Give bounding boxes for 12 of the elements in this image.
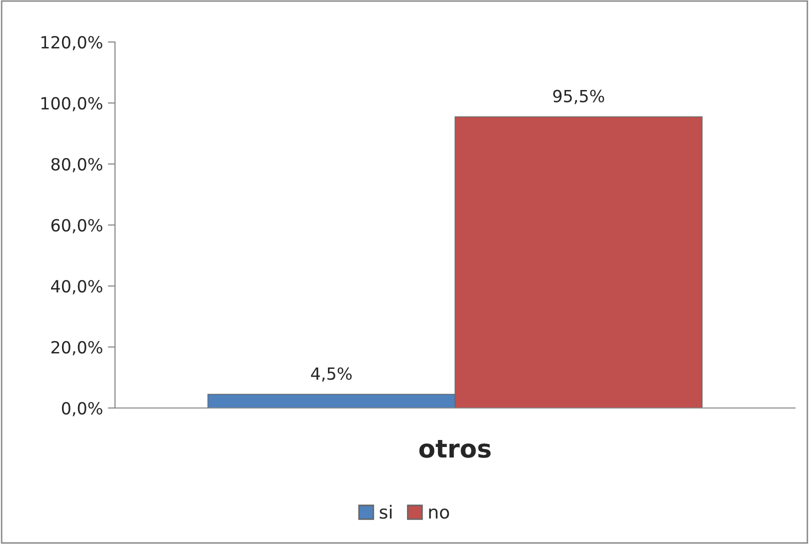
y-tick-label: 120,0% — [41, 36, 102, 50]
y-tick-label: 0,0% — [62, 402, 102, 416]
legend-label: si — [380, 504, 392, 519]
data-label: 4,5% — [311, 367, 352, 382]
x-tick-label: otros — [419, 440, 491, 458]
y-tick-label: 60,0% — [51, 218, 102, 234]
legend-label: no — [429, 508, 450, 519]
y-tick-label: 80,0% — [51, 158, 102, 172]
y-tick-label: 20,0% — [51, 340, 102, 356]
y-tick-label: 100,0% — [41, 96, 102, 112]
y-tick-label: 40,0% — [51, 280, 102, 294]
data-label: 95,5% — [553, 90, 604, 104]
